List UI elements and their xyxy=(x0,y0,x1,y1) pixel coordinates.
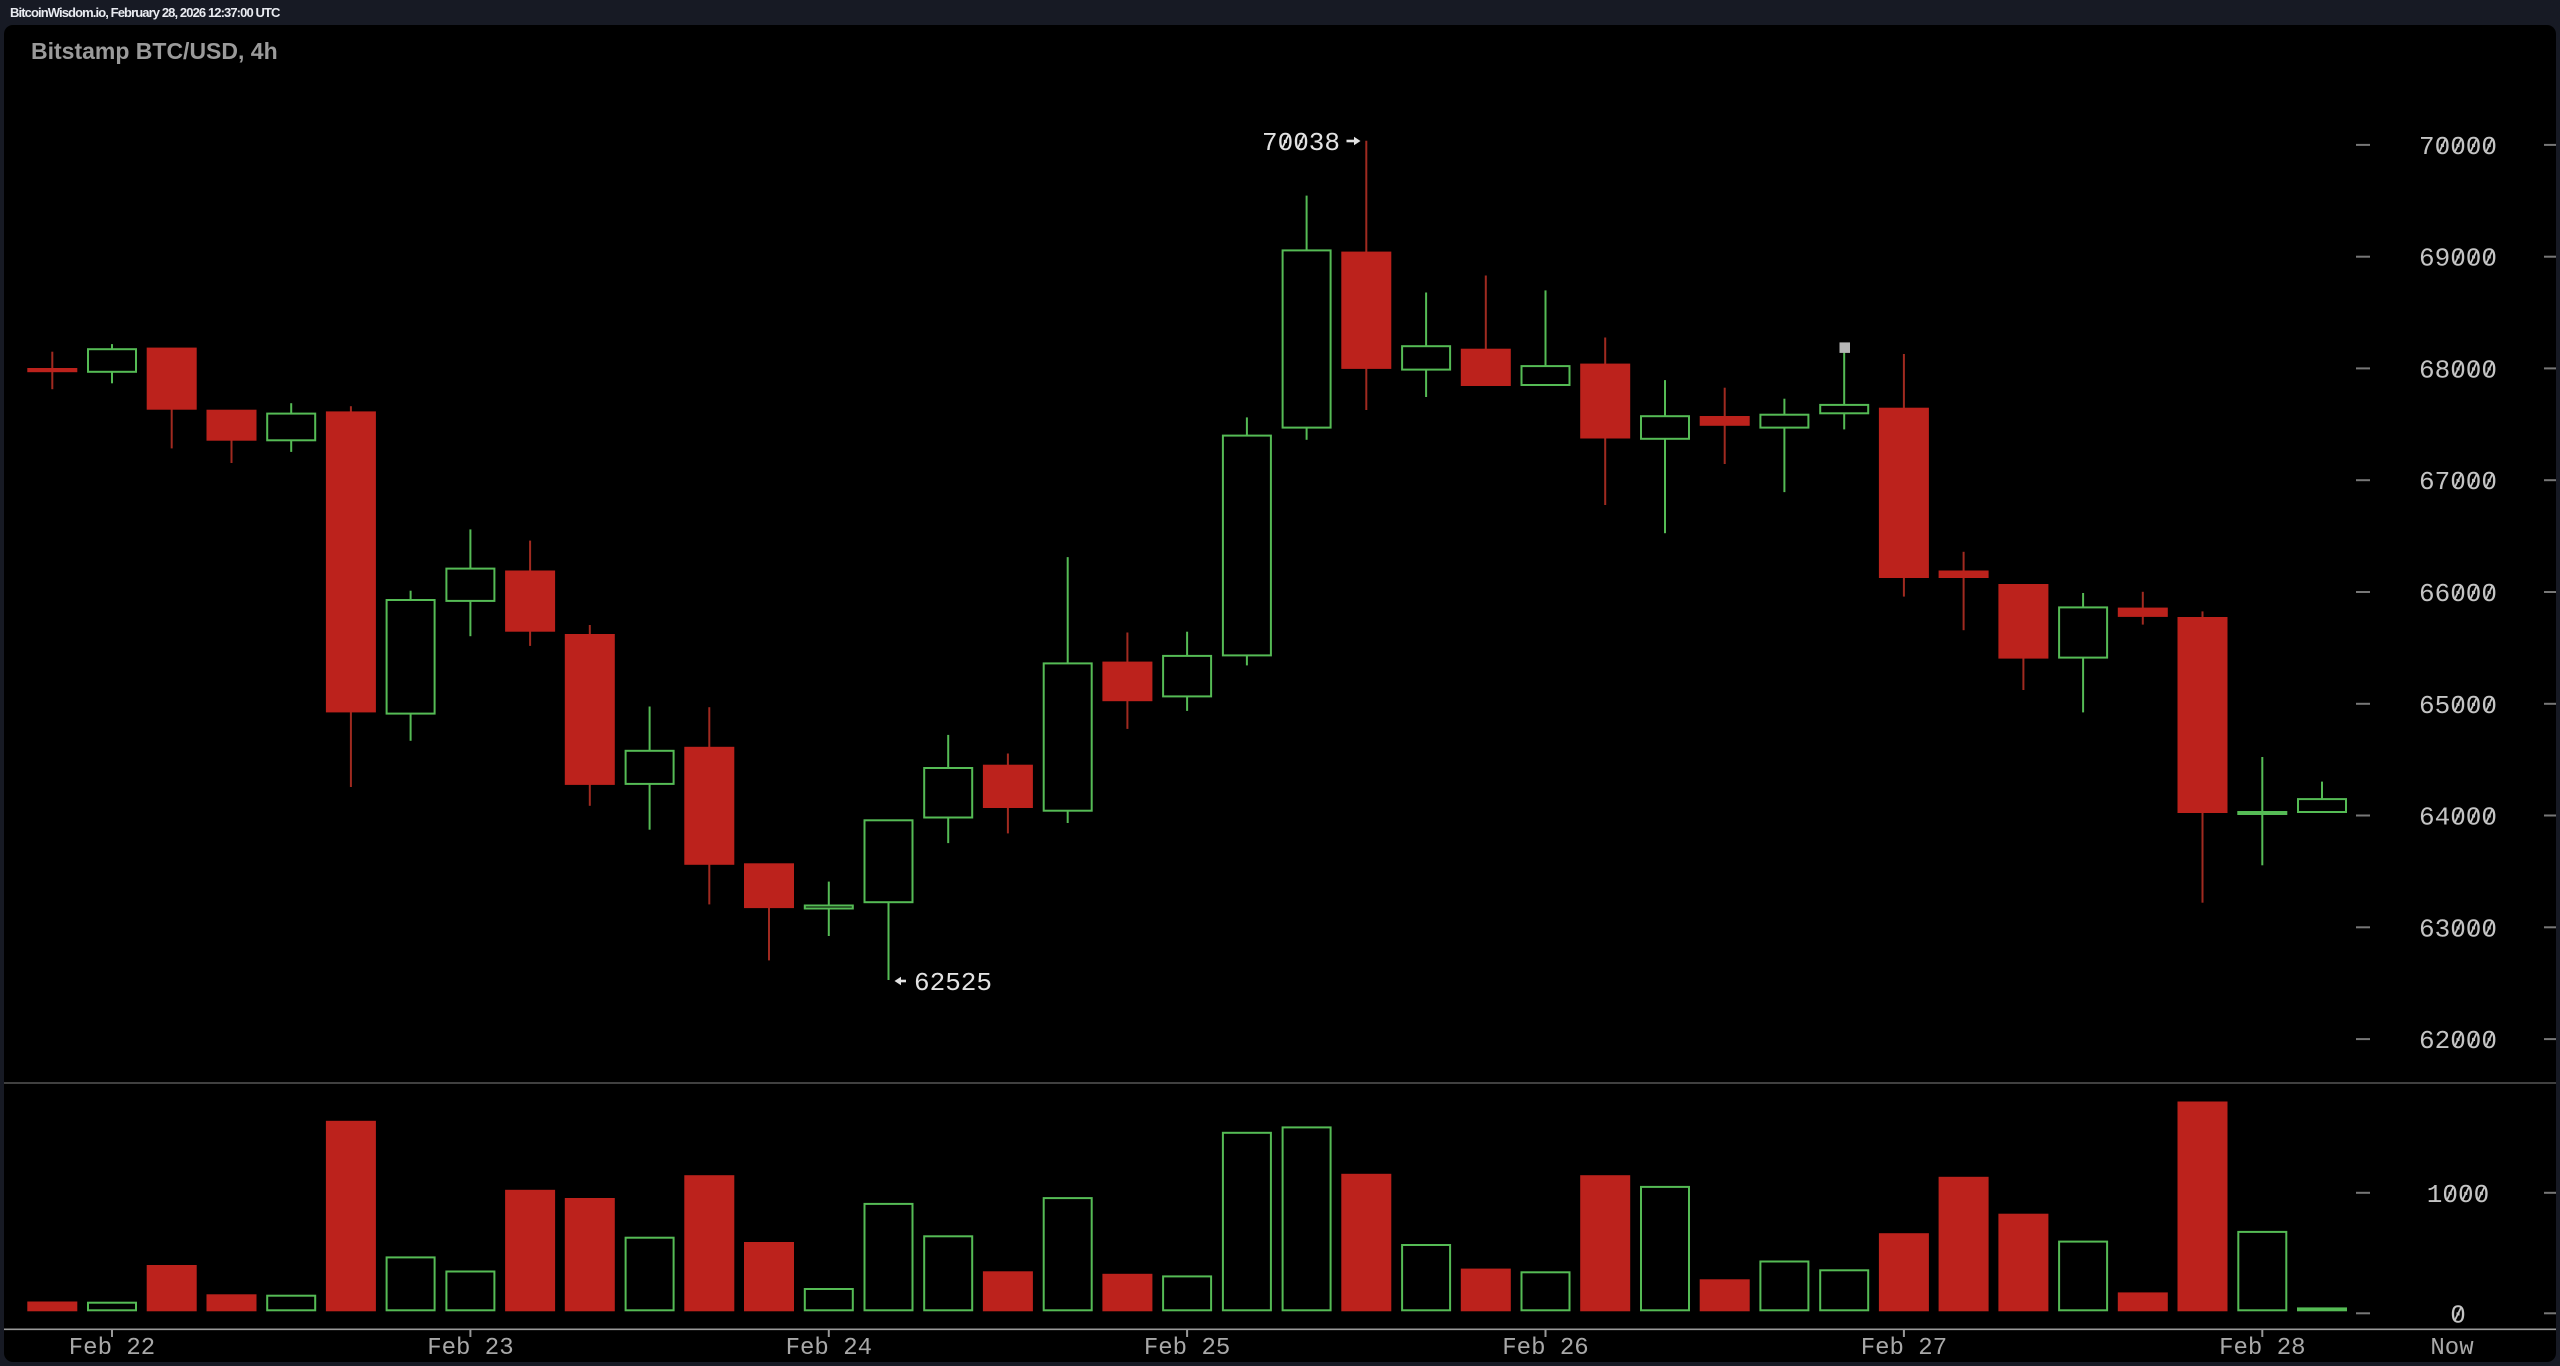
svg-text:Feb 28: Feb 28 xyxy=(2219,1335,2305,1362)
svg-text:Feb 26: Feb 26 xyxy=(1502,1335,1588,1362)
svg-text:Now: Now xyxy=(2430,1335,2474,1362)
svg-text:Feb 23: Feb 23 xyxy=(427,1335,513,1362)
svg-text:Feb 22: Feb 22 xyxy=(69,1335,155,1362)
svg-text:62525: 62525 xyxy=(914,968,992,998)
svg-text:Feb 24: Feb 24 xyxy=(786,1335,872,1362)
svg-text:Feb 25: Feb 25 xyxy=(1144,1335,1230,1362)
svg-text:1000: 1000 xyxy=(2427,1180,2489,1210)
svg-text:Feb 27: Feb 27 xyxy=(1861,1335,1947,1362)
svg-text:Bitstamp BTC/USD, 4h: Bitstamp BTC/USD, 4h xyxy=(31,38,278,64)
